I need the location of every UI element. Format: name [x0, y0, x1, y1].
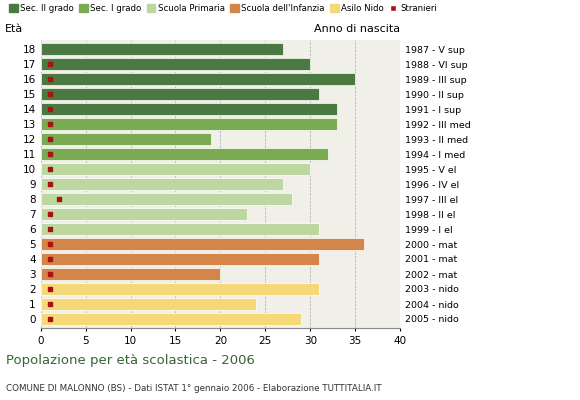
Bar: [41, 103, 338, 115]
Bar: [41, 118, 338, 130]
Text: Età: Età: [5, 24, 23, 34]
Bar: [41, 73, 355, 85]
Bar: [41, 88, 319, 100]
Text: Anno di nascita: Anno di nascita: [314, 24, 400, 34]
Bar: [41, 238, 364, 250]
Bar: [41, 253, 319, 265]
Bar: [41, 193, 292, 205]
Bar: [41, 313, 302, 325]
Bar: [41, 268, 220, 280]
Bar: [41, 148, 328, 160]
Bar: [41, 178, 284, 190]
Text: COMUNE DI MALONNO (BS) - Dati ISTAT 1° gennaio 2006 - Elaborazione TUTTITALIA.IT: COMUNE DI MALONNO (BS) - Dati ISTAT 1° g…: [6, 384, 382, 393]
Legend: Sec. II grado, Sec. I grado, Scuola Primaria, Scuola dell'Infanzia, Asilo Nido, : Sec. II grado, Sec. I grado, Scuola Prim…: [9, 4, 437, 13]
Bar: [41, 208, 247, 220]
Bar: [41, 133, 211, 145]
Bar: [41, 283, 319, 295]
Bar: [41, 43, 284, 55]
Bar: [41, 298, 256, 310]
Bar: [41, 58, 310, 70]
Text: Popolazione per età scolastica - 2006: Popolazione per età scolastica - 2006: [6, 354, 255, 367]
Bar: [41, 163, 310, 175]
Bar: [41, 223, 319, 235]
